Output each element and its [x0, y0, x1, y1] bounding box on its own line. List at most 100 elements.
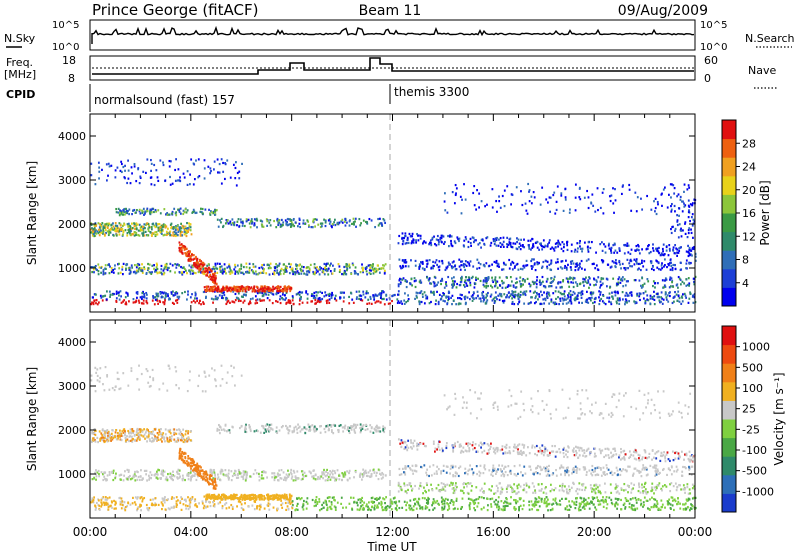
scatter-point [684, 502, 687, 505]
scatter-point [115, 292, 118, 295]
scatter-point [113, 227, 116, 230]
scatter-point [157, 468, 160, 471]
scatter-point [199, 210, 202, 213]
scatter-point [496, 210, 498, 213]
scatter-point [161, 224, 164, 227]
scatter-point [234, 292, 237, 296]
scatter-point [636, 294, 639, 297]
scatter-point [125, 263, 128, 266]
scatter-point [221, 296, 223, 300]
scatter-point [104, 224, 107, 227]
scatter-point [212, 276, 215, 279]
scatter-point [669, 291, 671, 294]
scatter-point [162, 225, 165, 228]
scatter-point [382, 508, 385, 511]
scatter-point [118, 233, 121, 236]
scatter-point [676, 219, 679, 222]
scatter-point [683, 503, 686, 506]
scatter-point [116, 226, 119, 229]
scatter-point [419, 507, 421, 510]
scatter-point [92, 296, 95, 299]
scatter-point [191, 265, 194, 268]
scatter-point [576, 250, 579, 253]
scatter-point [323, 218, 325, 221]
scatter-point [588, 277, 591, 280]
scatter-point [553, 191, 556, 194]
scatter-point [187, 507, 190, 511]
scatter-point [658, 299, 661, 302]
scatter-point [295, 263, 297, 266]
scatter-point [290, 223, 292, 226]
scatter-point [267, 504, 270, 508]
scatter-point [443, 200, 446, 203]
scatter-point [526, 264, 529, 267]
scatter-point [621, 291, 624, 294]
scatter-point [375, 294, 378, 297]
scatter-point [152, 232, 155, 235]
scatter-point [128, 230, 131, 233]
scatter-point [335, 477, 338, 480]
scatter-point [493, 500, 496, 503]
scatter-point [155, 262, 158, 265]
scatter-point [142, 225, 144, 228]
scatter-point [321, 222, 324, 225]
scatter-point [242, 475, 245, 478]
scatter-point [278, 262, 281, 265]
scatter-point [497, 294, 500, 297]
scatter-point [119, 169, 122, 172]
scatter-point [140, 267, 143, 270]
scatter-point [674, 263, 676, 267]
scatter-point [151, 299, 154, 302]
scatter-point [228, 263, 231, 266]
scatter-point [280, 503, 283, 507]
scatter-point [254, 270, 257, 273]
power-scatter [90, 158, 697, 306]
scatter-point [548, 239, 551, 242]
scatter-point [160, 296, 163, 299]
scatter-point [488, 264, 491, 267]
scatter-point [161, 507, 163, 511]
scatter-point [144, 212, 146, 215]
scatter-point [310, 225, 313, 229]
scatter-point [275, 293, 278, 296]
scatter-point [534, 497, 537, 500]
scatter-point [422, 242, 424, 245]
scatter-point [406, 299, 409, 303]
scatter-point [503, 299, 506, 302]
scatter-point [91, 478, 94, 481]
scatter-point [312, 296, 315, 300]
scatter-point [495, 498, 497, 502]
scatter-point [300, 295, 302, 299]
scatter-point [156, 298, 158, 301]
scatter-point [624, 301, 627, 304]
scatter-point [519, 293, 522, 297]
scatter-point [557, 267, 559, 270]
scatter-point [395, 507, 397, 510]
scatter-point [626, 258, 629, 261]
scatter-point [203, 272, 206, 276]
scatter-point [144, 230, 147, 234]
scatter-point [418, 302, 421, 306]
scatter-point [564, 497, 567, 500]
scatter-point [643, 282, 646, 285]
scatter-point [629, 265, 632, 268]
scatter-point [517, 297, 520, 300]
scatter-point [160, 225, 163, 229]
scatter-point [416, 232, 418, 236]
scatter-point [100, 505, 103, 508]
scatter-point [212, 274, 215, 277]
scatter-point [127, 266, 130, 270]
scatter-point [174, 233, 177, 236]
scatter-point [383, 272, 386, 275]
scatter-point [300, 272, 303, 275]
scatter-point [361, 475, 364, 478]
scatter-point [187, 496, 189, 499]
freq-line [92, 57, 694, 75]
scatter-point [112, 471, 115, 475]
scatter-point [479, 263, 482, 266]
scatter-point [622, 184, 624, 187]
scatter-point [207, 263, 210, 266]
scatter-point [683, 190, 685, 193]
